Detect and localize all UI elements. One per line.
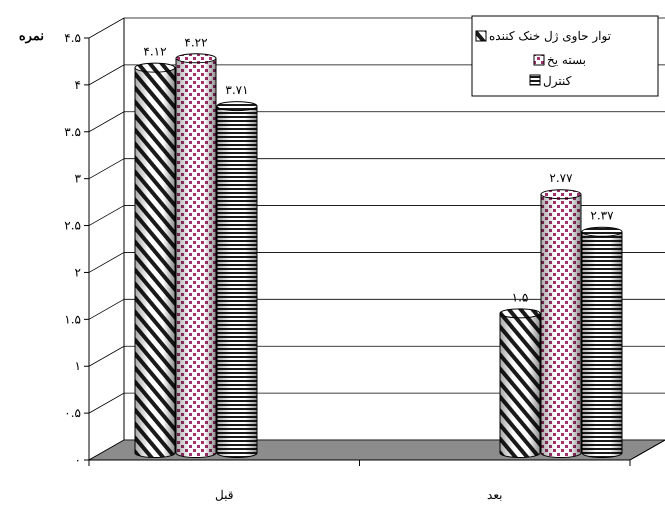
data-labels: ۴.۱۲ ۴.۲۲ ۳.۷۱ ۱.۵ ۲.۷۷ ۲.۳۷ — [143, 35, 614, 304]
bar-top — [499, 308, 541, 319]
bar-shading — [217, 106, 257, 458]
y-axis-title: نمره — [19, 29, 44, 44]
bar-shading — [541, 194, 581, 458]
bar-shading — [176, 58, 216, 458]
legend-swatch-control — [529, 74, 541, 86]
bar-top — [175, 53, 217, 64]
bar — [540, 189, 582, 458]
legend: توار حاوی ژل خنک کننده بسته یخ کنترل — [471, 15, 659, 97]
y-tick-label: ۴ — [75, 78, 81, 92]
grid-diagonal — [88, 298, 125, 320]
x-axis-edge — [629, 439, 665, 461]
y-tick-label: ۳ — [75, 172, 82, 186]
x-tick-label: بعد — [487, 488, 502, 502]
grid-diagonal — [88, 392, 125, 414]
data-label: ۴.۱۲ — [143, 45, 166, 59]
legend-label-control: کنترل — [543, 74, 572, 88]
bars — [134, 53, 623, 458]
grid-diagonal — [88, 158, 125, 180]
y-tick-label: ۲.۵ — [64, 219, 81, 233]
y-tick-label: ۲ — [75, 265, 81, 279]
bar-top — [216, 101, 258, 112]
data-label: ۱.۵ — [512, 290, 529, 304]
x-tick-label: قبل — [215, 488, 233, 502]
bar — [134, 62, 176, 458]
legend-swatch-ice — [533, 54, 545, 66]
legend-label-ice: بسته یخ — [547, 53, 586, 67]
grid-diagonal — [88, 64, 125, 86]
y-tick-label: ۰.۵ — [64, 406, 81, 420]
bar — [175, 53, 217, 458]
bar — [581, 226, 623, 458]
y-tick-label: ۳.۵ — [64, 125, 81, 139]
data-label: ۳.۷۱ — [225, 83, 248, 97]
data-label: ۲.۳۷ — [590, 209, 614, 223]
bar-shading — [135, 67, 175, 458]
grid-diagonal — [88, 17, 125, 39]
legend-box — [471, 15, 659, 97]
y-tick-label: ۱.۵ — [64, 312, 81, 326]
y-tick-label: ۱ — [75, 359, 81, 373]
x-axis: قبل بعد — [88, 439, 665, 502]
grid-diagonal — [88, 205, 125, 226]
y-tick-label: ۰ — [75, 453, 81, 467]
y-tick-label: ۴.۵ — [64, 31, 81, 45]
data-label: ۲.۷۷ — [549, 171, 573, 185]
bar-shading — [500, 313, 540, 458]
bar — [216, 101, 258, 458]
legend-label-gel: توار حاوی ژل خنک کننده — [489, 29, 611, 43]
grid-diagonal — [88, 111, 125, 133]
bar-top — [581, 226, 623, 237]
bar — [499, 308, 541, 458]
grid-diagonal — [88, 252, 125, 273]
grid-diagonal — [88, 345, 125, 367]
bar-shading — [582, 231, 622, 458]
data-label: ۴.۲۲ — [184, 35, 207, 49]
bar-top — [540, 189, 582, 200]
bar-top — [134, 62, 176, 73]
legend-swatch-gel — [475, 30, 487, 42]
y-axis: ۰ ۰.۵ ۱ ۱.۵ ۲ ۲.۵ ۳ ۳.۵ ۴ ۴.۵ — [64, 31, 90, 467]
